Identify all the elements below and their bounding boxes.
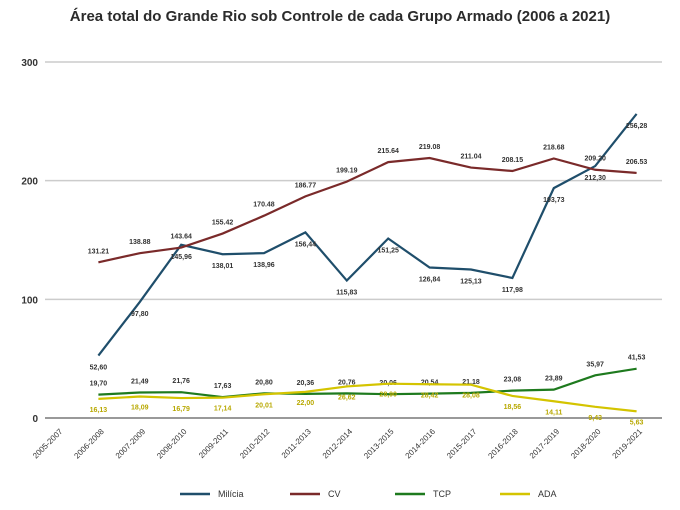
legend-label: CV [328,489,341,499]
data-label: 18,56 [504,404,522,411]
data-label: 256,28 [626,123,648,130]
data-label: 138.88 [129,239,151,246]
x-tick-label: 2010-2012 [238,427,272,461]
data-label: 151,25 [377,248,399,255]
data-label: 52,60 [90,365,108,372]
y-tick-label: 0 [32,414,38,425]
data-label: 16,79 [172,406,190,413]
data-label: 22,00 [297,400,315,407]
data-label: 20,01 [255,402,273,409]
data-label: 126,84 [419,276,441,283]
data-label: 23,89 [545,376,563,383]
data-label: 219.08 [419,144,441,151]
data-label: 19,70 [90,381,108,388]
data-label: 16,13 [90,407,108,414]
x-tick-label: 2017-2019 [528,427,562,461]
data-label: 17,14 [214,406,232,413]
data-label: 156,44 [295,241,317,248]
data-label: 125,13 [460,279,482,286]
data-label: 26,62 [338,394,356,401]
data-label: 28,90 [379,392,397,399]
data-label: 20,76 [338,379,356,386]
x-tick-label: 2014-2016 [404,427,438,461]
data-label: 41,53 [628,355,646,362]
data-label: 218.68 [543,144,565,151]
x-tick-label: 2006-2008 [72,427,106,461]
legend-label: Milícia [218,489,244,499]
data-label: 21,18 [462,379,480,386]
legend-label: ADA [538,489,557,499]
x-tick-label: 2008-2010 [155,427,189,461]
data-label: 215.64 [377,148,399,155]
x-tick-label: 2015-2017 [445,427,479,461]
data-label: 155.42 [212,220,234,227]
data-label: 143.64 [170,234,192,241]
data-label: 28,08 [462,393,480,400]
data-label: 17,63 [214,383,232,390]
data-label: 18,09 [131,405,149,412]
x-tick-label: 2018-2020 [569,427,603,461]
legend-label: TCP [433,489,451,499]
data-label: 9,43 [588,415,602,422]
data-label: 20,54 [421,380,439,387]
x-tick-label: 2011-2013 [280,427,313,460]
x-tick-label: 2009-2011 [197,427,230,460]
x-tick-label: 2013-2015 [362,427,396,461]
data-label: 21,76 [172,378,190,385]
data-label: 20,80 [255,379,273,386]
y-tick-label: 300 [21,58,38,69]
data-label: 97,80 [131,311,149,318]
data-label: 138,01 [212,263,234,270]
data-label: 208.15 [502,157,524,164]
data-label: 35,97 [586,361,604,368]
x-tick-label: 2007-2009 [114,427,148,461]
data-label: 21,49 [131,378,149,385]
data-label: 23,08 [504,377,522,384]
data-label: 193,73 [543,197,565,204]
data-label: 170.48 [253,202,275,209]
x-tick-label: 2012-2014 [321,427,355,461]
data-label: 14,11 [545,409,562,416]
x-tick-label: 2019-2021 [611,427,645,461]
data-label: 20,36 [297,380,315,387]
data-label: 115,83 [336,290,357,297]
data-label: 209.20 [584,156,606,163]
chart-title: Área total do Grande Rio sob Controle de… [69,8,611,25]
data-label: 5,63 [630,419,644,426]
series-line-tcp [98,367,637,399]
data-label: 131.21 [88,248,110,255]
x-tick-label: 2016-2018 [486,427,520,461]
data-label: 186.77 [295,182,317,189]
data-label: 211.04 [460,154,481,161]
data-label: 199.19 [336,168,358,175]
series-line-cv [98,156,637,264]
y-tick-label: 100 [21,295,38,306]
data-label: 212,30 [584,175,606,182]
x-tick-label: 2005-2007 [31,427,65,461]
data-label: 138,96 [253,262,275,269]
data-label: 117,98 [502,287,523,294]
series-line-ada [98,382,637,413]
y-tick-label: 200 [21,177,38,188]
data-label: 206.53 [626,159,648,166]
data-label: 28,42 [421,392,439,399]
data-label: 145,96 [170,254,192,261]
